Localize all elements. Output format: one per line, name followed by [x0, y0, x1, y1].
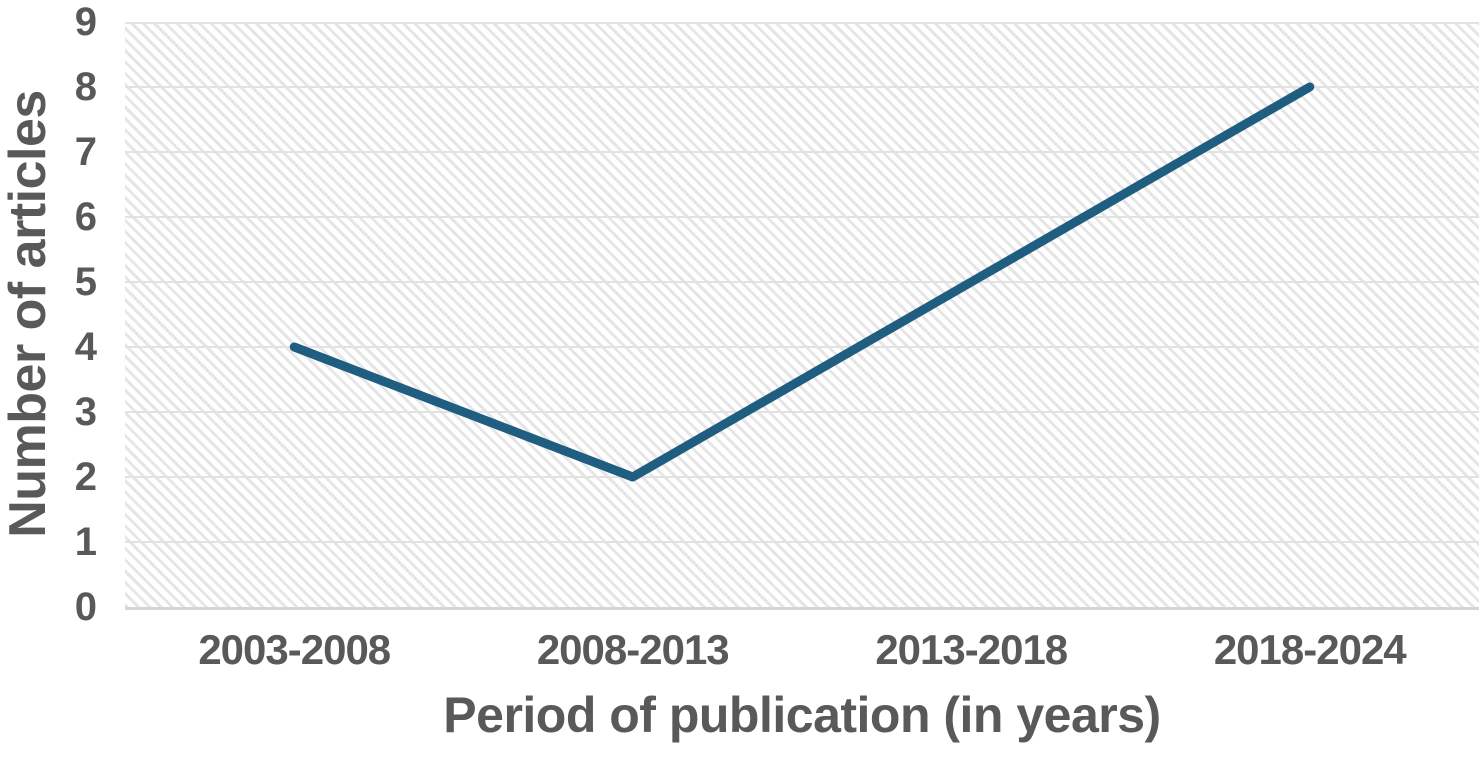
y-tick-label: 8 [74, 65, 97, 109]
x-axis-title: Period of publication (in years) [443, 687, 1161, 743]
data-line [289, 82, 1315, 482]
y-tick-label: 2 [74, 455, 97, 499]
y-tick-label: 6 [74, 195, 97, 239]
y-tick-label: 9 [74, 0, 97, 44]
y-tick-label: 0 [74, 585, 97, 629]
chart-canvas [125, 22, 1479, 543]
y-tick-label: 3 [74, 390, 97, 434]
y-tick-label: 7 [74, 130, 97, 174]
y-tick-label: 4 [74, 325, 97, 369]
plot-area [125, 22, 1479, 610]
x-tick-label: 2018-2024 [1213, 626, 1407, 673]
y-tick-label: 1 [74, 520, 97, 564]
x-tick-label: 2003-2008 [198, 626, 391, 673]
x-tick-label: 2008-2013 [536, 626, 730, 673]
x-tick-label: 2013-2018 [875, 626, 1068, 673]
y-tick-label: 5 [74, 260, 97, 304]
